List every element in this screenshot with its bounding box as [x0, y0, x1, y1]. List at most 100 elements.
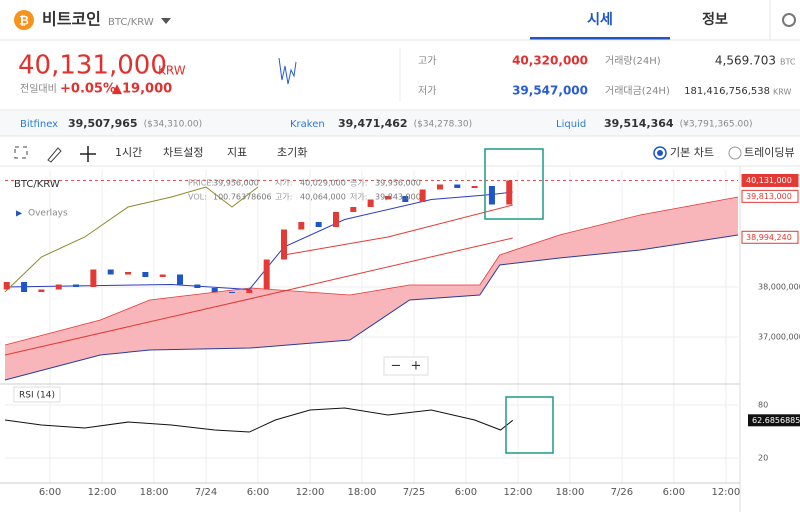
- fullscreen-icon[interactable]: [14, 146, 28, 159]
- stat-value: 4,569.703: [715, 54, 776, 68]
- exchange-price: 39,507,965: [68, 117, 138, 130]
- candle: [402, 196, 409, 202]
- info-value: 100.76378606: [213, 193, 272, 202]
- exchange-list: Bitfinex 39,507,965 ($34,310.00) Kraken 39,4…: [20, 117, 752, 130]
- crosshair-icon[interactable]: [80, 146, 96, 162]
- stat-value: 40,320,000: [512, 54, 588, 68]
- pair: BTC/KRW: [108, 17, 154, 28]
- exchange-price: 39,514,364: [604, 117, 674, 130]
- radio-dot: [657, 150, 663, 156]
- x-tick-label: 18:00: [348, 487, 377, 498]
- draw-icon[interactable]: [47, 147, 62, 163]
- chart-area: [3, 170, 739, 483]
- dropdown[interactable]: [161, 18, 171, 24]
- candle: [246, 289, 253, 293]
- candle: [350, 207, 357, 212]
- rsi-tag: [748, 414, 800, 427]
- indicator-line: [283, 204, 513, 256]
- radio-selected[interactable]: [653, 146, 667, 160]
- candle: [73, 284, 80, 287]
- chart-mode[interactable]: 트레이딩뷰: [744, 146, 795, 159]
- info-label: 저가:: [350, 193, 367, 202]
- stat-value: 39,547,000: [512, 84, 588, 98]
- info-label: 고가:: [275, 193, 292, 202]
- candle: [142, 272, 149, 277]
- info-label: 시가:: [275, 179, 292, 188]
- y-tick-label: 20: [758, 454, 768, 463]
- x-tick-label: 6:00: [247, 487, 269, 498]
- candle: [159, 274, 166, 277]
- x-tick-label: 18:00: [140, 487, 169, 498]
- x-tick-label: 12:00: [88, 487, 117, 498]
- cloud-lower: [4, 234, 739, 381]
- exchange-price: 39,471,462: [338, 117, 408, 130]
- exchange-bar: [0, 111, 800, 136]
- x-tick-label: 6:00: [39, 487, 61, 498]
- tab[interactable]: 시세: [587, 12, 613, 28]
- candle: [107, 269, 114, 275]
- x-tick-label: 6:00: [663, 487, 685, 498]
- candle: [194, 284, 201, 288]
- toolbar-item[interactable]: 지표: [227, 146, 247, 159]
- stat-label: 거래량(24H): [605, 55, 661, 67]
- zoom-in[interactable]: +: [411, 359, 422, 374]
- radio[interactable]: [728, 146, 742, 160]
- stat-value: 181,416,756,538: [684, 86, 770, 97]
- info-value: 40,064,000: [300, 193, 346, 202]
- chart-mode[interactable]: 기본 차트: [670, 146, 714, 159]
- stat-unit: KRW: [773, 88, 791, 97]
- zoom-out[interactable]: −: [391, 359, 402, 374]
- x-tick-label: 7/25: [403, 487, 425, 498]
- coin-icon-symbol: ₿: [19, 14, 29, 28]
- candle: [315, 222, 322, 227]
- stat-unit: BTC: [780, 58, 796, 67]
- candle: [454, 184, 461, 188]
- price-tag: [741, 173, 799, 187]
- exchange-alt: ($34,278.30): [414, 120, 473, 130]
- tab-underline: [530, 37, 670, 40]
- candle: [55, 284, 62, 290]
- candle: [506, 180, 513, 205]
- rsi-value-label: 62.6856885: [752, 416, 800, 425]
- rsi-line: [4, 407, 514, 433]
- candle: [471, 186, 478, 188]
- y-tick-label: 37,000,000: [758, 333, 800, 342]
- y-tick-label: 38,000,000: [758, 283, 800, 292]
- toolbar-item[interactable]: 차트설정: [163, 146, 203, 159]
- interval[interactable]: 1시간: [115, 146, 142, 159]
- x-tick-label: 12:00: [504, 487, 533, 498]
- x-tick-label: 18:00: [555, 487, 584, 498]
- exchange-name: Kraken: [290, 119, 325, 130]
- chart-symbol: BTC/KRW: [14, 179, 60, 190]
- candle: [332, 212, 339, 227]
- info-value: 39,843,000: [375, 193, 421, 202]
- candle: [3, 282, 10, 290]
- x-tick-label: 7/24: [195, 487, 217, 498]
- exchange-alt: (¥3,791,365.00): [680, 120, 753, 130]
- info-label: VOL:: [188, 193, 207, 202]
- change-pct: +0.05%: [60, 82, 116, 97]
- indicator-line: [4, 191, 513, 291]
- stat-label: 거래대금(24H): [605, 85, 670, 97]
- info-value: 39,956,000: [213, 179, 259, 188]
- stat-label: 저가: [418, 85, 436, 97]
- info-label: 종가:: [350, 179, 367, 188]
- candle: [367, 199, 374, 207]
- overlays-arrow[interactable]: ▶: [16, 209, 23, 218]
- settings-icon[interactable]: [782, 13, 796, 27]
- overlays[interactable]: Overlays: [28, 209, 68, 219]
- candle: [384, 196, 391, 200]
- x-tick-label: 6:00: [455, 487, 477, 498]
- x-tick-label: 7/26: [611, 487, 633, 498]
- stat-label: 고가: [418, 55, 436, 67]
- current-price: 40,131,000: [18, 51, 167, 81]
- rsi-label-box: [13, 386, 61, 403]
- price-tag: [741, 230, 799, 244]
- highlight-box: [484, 148, 544, 220]
- candle: [298, 222, 305, 230]
- candle: [263, 259, 270, 290]
- toolbar-item[interactable]: 초기화: [277, 146, 307, 159]
- tab[interactable]: 정보: [702, 11, 728, 28]
- y-tick-label: 80: [758, 401, 768, 410]
